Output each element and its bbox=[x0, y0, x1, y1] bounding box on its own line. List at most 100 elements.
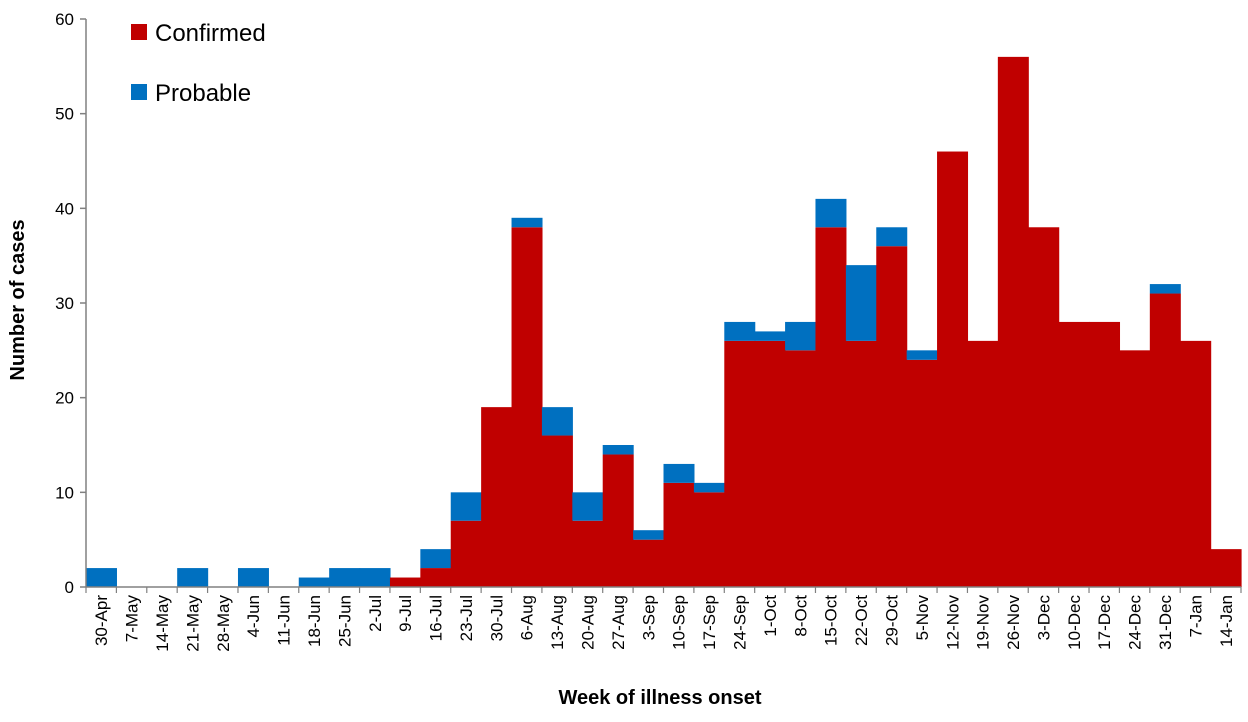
x-tick-label: 5-Nov bbox=[913, 595, 932, 641]
bar-probable-3-Sep bbox=[633, 530, 665, 540]
x-tick-label: 6-Aug bbox=[518, 595, 537, 640]
bar-confirmed-9-Jul bbox=[389, 577, 421, 587]
bar-confirmed-14-Jan bbox=[1210, 549, 1242, 587]
axes-layer: 0 10 20 30 40 50 60 30-Apr 7-May 14-May 21-May 28-M… bbox=[55, 10, 1242, 652]
y-tick-label: 40 bbox=[55, 199, 74, 218]
x-tick-label: 2-Jul bbox=[366, 595, 385, 632]
x-tick-label: 10-Dec bbox=[1065, 595, 1084, 650]
bar-confirmed-29-Oct bbox=[876, 246, 908, 587]
bars-layer bbox=[86, 56, 1242, 588]
bar-confirmed-8-Oct bbox=[785, 350, 817, 587]
bar-probable-22-Oct bbox=[845, 265, 877, 341]
x-tick-label: 28-May bbox=[214, 595, 233, 652]
x-tick-label: 23-Jul bbox=[457, 595, 476, 641]
x-tick-label: 12-Nov bbox=[943, 595, 962, 650]
bar-confirmed-20-Aug bbox=[572, 520, 604, 587]
x-tick-label: 24-Dec bbox=[1126, 595, 1145, 650]
x-tick-label: 26-Nov bbox=[1004, 595, 1023, 650]
x-tick-label: 16-Jul bbox=[427, 595, 446, 641]
y-tick-label: 10 bbox=[55, 483, 74, 502]
y-tick-label: 60 bbox=[55, 10, 74, 29]
bar-confirmed-16-Jul bbox=[420, 568, 452, 587]
x-tick-label: 29-Oct bbox=[882, 595, 901, 646]
legend-label-probable: Probable bbox=[155, 80, 251, 107]
bar-confirmed-24-Dec bbox=[1119, 350, 1151, 587]
bar-probable-1-Oct bbox=[754, 331, 786, 341]
legend-swatch-probable bbox=[131, 84, 147, 100]
bar-confirmed-1-Oct bbox=[754, 340, 786, 587]
bar-probable-10-Sep bbox=[663, 463, 695, 483]
x-tick-label: 7-Jan bbox=[1186, 595, 1205, 638]
bar-probable-16-Jul bbox=[420, 549, 452, 569]
bar-confirmed-24-Sep bbox=[724, 340, 756, 587]
bar-confirmed-3-Sep bbox=[633, 539, 665, 587]
x-tick-label: 3-Sep bbox=[639, 595, 658, 640]
x-tick-label: 30-Apr bbox=[92, 595, 111, 646]
bar-confirmed-12-Nov bbox=[937, 151, 969, 587]
y-tick-label: 0 bbox=[65, 578, 74, 597]
x-tick-label: 7-May bbox=[123, 595, 142, 643]
x-tick-label: 27-Aug bbox=[609, 595, 628, 650]
bar-confirmed-22-Oct bbox=[845, 340, 877, 587]
x-tick-label: 14-May bbox=[153, 595, 172, 652]
x-tick-label: 13-Aug bbox=[548, 595, 567, 650]
bar-probable-21-May bbox=[177, 568, 209, 587]
bar-probable-31-Dec bbox=[1149, 284, 1181, 294]
bar-confirmed-30-Jul bbox=[481, 407, 513, 587]
x-tick-label: 10-Sep bbox=[670, 595, 689, 650]
bar-probable-18-Jun bbox=[298, 577, 330, 587]
bar-confirmed-6-Aug bbox=[511, 227, 543, 587]
x-tick-label: 21-May bbox=[183, 595, 202, 652]
bar-confirmed-31-Dec bbox=[1149, 293, 1181, 587]
x-tick-label: 19-Nov bbox=[974, 595, 993, 650]
bar-probable-4-Jun bbox=[237, 568, 269, 587]
x-tick-label: 14-Jan bbox=[1217, 595, 1236, 647]
bar-probable-6-Aug bbox=[511, 217, 543, 228]
bar-confirmed-19-Nov bbox=[967, 340, 999, 587]
x-tick-label: 24-Sep bbox=[730, 595, 749, 650]
bar-confirmed-26-Nov bbox=[997, 56, 1029, 588]
bar-confirmed-15-Oct bbox=[815, 227, 847, 587]
x-tick-label: 3-Dec bbox=[1034, 595, 1053, 641]
x-tick-label: 11-Jun bbox=[275, 595, 294, 646]
bar-confirmed-5-Nov bbox=[906, 359, 938, 587]
bar-confirmed-27-Aug bbox=[602, 454, 634, 587]
bar-probable-24-Sep bbox=[724, 321, 756, 341]
bar-probable-30-Apr bbox=[86, 568, 117, 587]
x-tick-label: 31-Dec bbox=[1156, 595, 1175, 650]
x-tick-label: 4-Jun bbox=[244, 595, 263, 638]
y-tick-label: 50 bbox=[55, 105, 74, 124]
bar-probable-20-Aug bbox=[572, 492, 604, 521]
x-tick-label: 15-Oct bbox=[822, 595, 841, 646]
x-tick-label: 8-Oct bbox=[791, 595, 810, 637]
y-axis-title: Number of cases bbox=[7, 219, 29, 380]
bar-confirmed-10-Sep bbox=[663, 482, 695, 587]
bar-probable-17-Sep bbox=[693, 482, 725, 493]
bar-probable-25-Jun bbox=[329, 568, 361, 587]
legend-label-confirmed: Confirmed bbox=[155, 20, 266, 47]
bar-confirmed-23-Jul bbox=[450, 520, 482, 587]
x-tick-label: 30-Jul bbox=[487, 595, 506, 641]
y-tick-label: 20 bbox=[55, 389, 74, 408]
bar-probable-23-Jul bbox=[450, 492, 482, 521]
y-tick-label: 30 bbox=[55, 294, 74, 313]
x-tick-label: 17-Dec bbox=[1095, 595, 1114, 650]
x-tick-label: 9-Jul bbox=[396, 595, 415, 632]
x-tick-label: 22-Oct bbox=[852, 595, 871, 646]
x-tick-label: 25-Jun bbox=[335, 595, 354, 647]
bar-confirmed-10-Dec bbox=[1058, 321, 1090, 587]
bar-confirmed-3-Dec bbox=[1028, 227, 1060, 587]
bar-confirmed-17-Dec bbox=[1089, 321, 1121, 587]
bar-confirmed-17-Sep bbox=[693, 492, 725, 587]
legend-swatch-confirmed bbox=[131, 24, 147, 40]
bar-probable-8-Oct bbox=[785, 321, 817, 351]
bar-probable-27-Aug bbox=[602, 445, 634, 455]
legend: Confirmed Probable bbox=[131, 20, 266, 107]
bar-probable-2-Jul bbox=[359, 568, 391, 587]
bar-probable-5-Nov bbox=[906, 350, 938, 360]
x-axis-title: Week of illness onset bbox=[558, 687, 761, 709]
x-tick-label: 18-Jun bbox=[305, 595, 324, 647]
x-tick-label: 1-Oct bbox=[761, 595, 780, 637]
bar-confirmed-7-Jan bbox=[1180, 340, 1212, 587]
